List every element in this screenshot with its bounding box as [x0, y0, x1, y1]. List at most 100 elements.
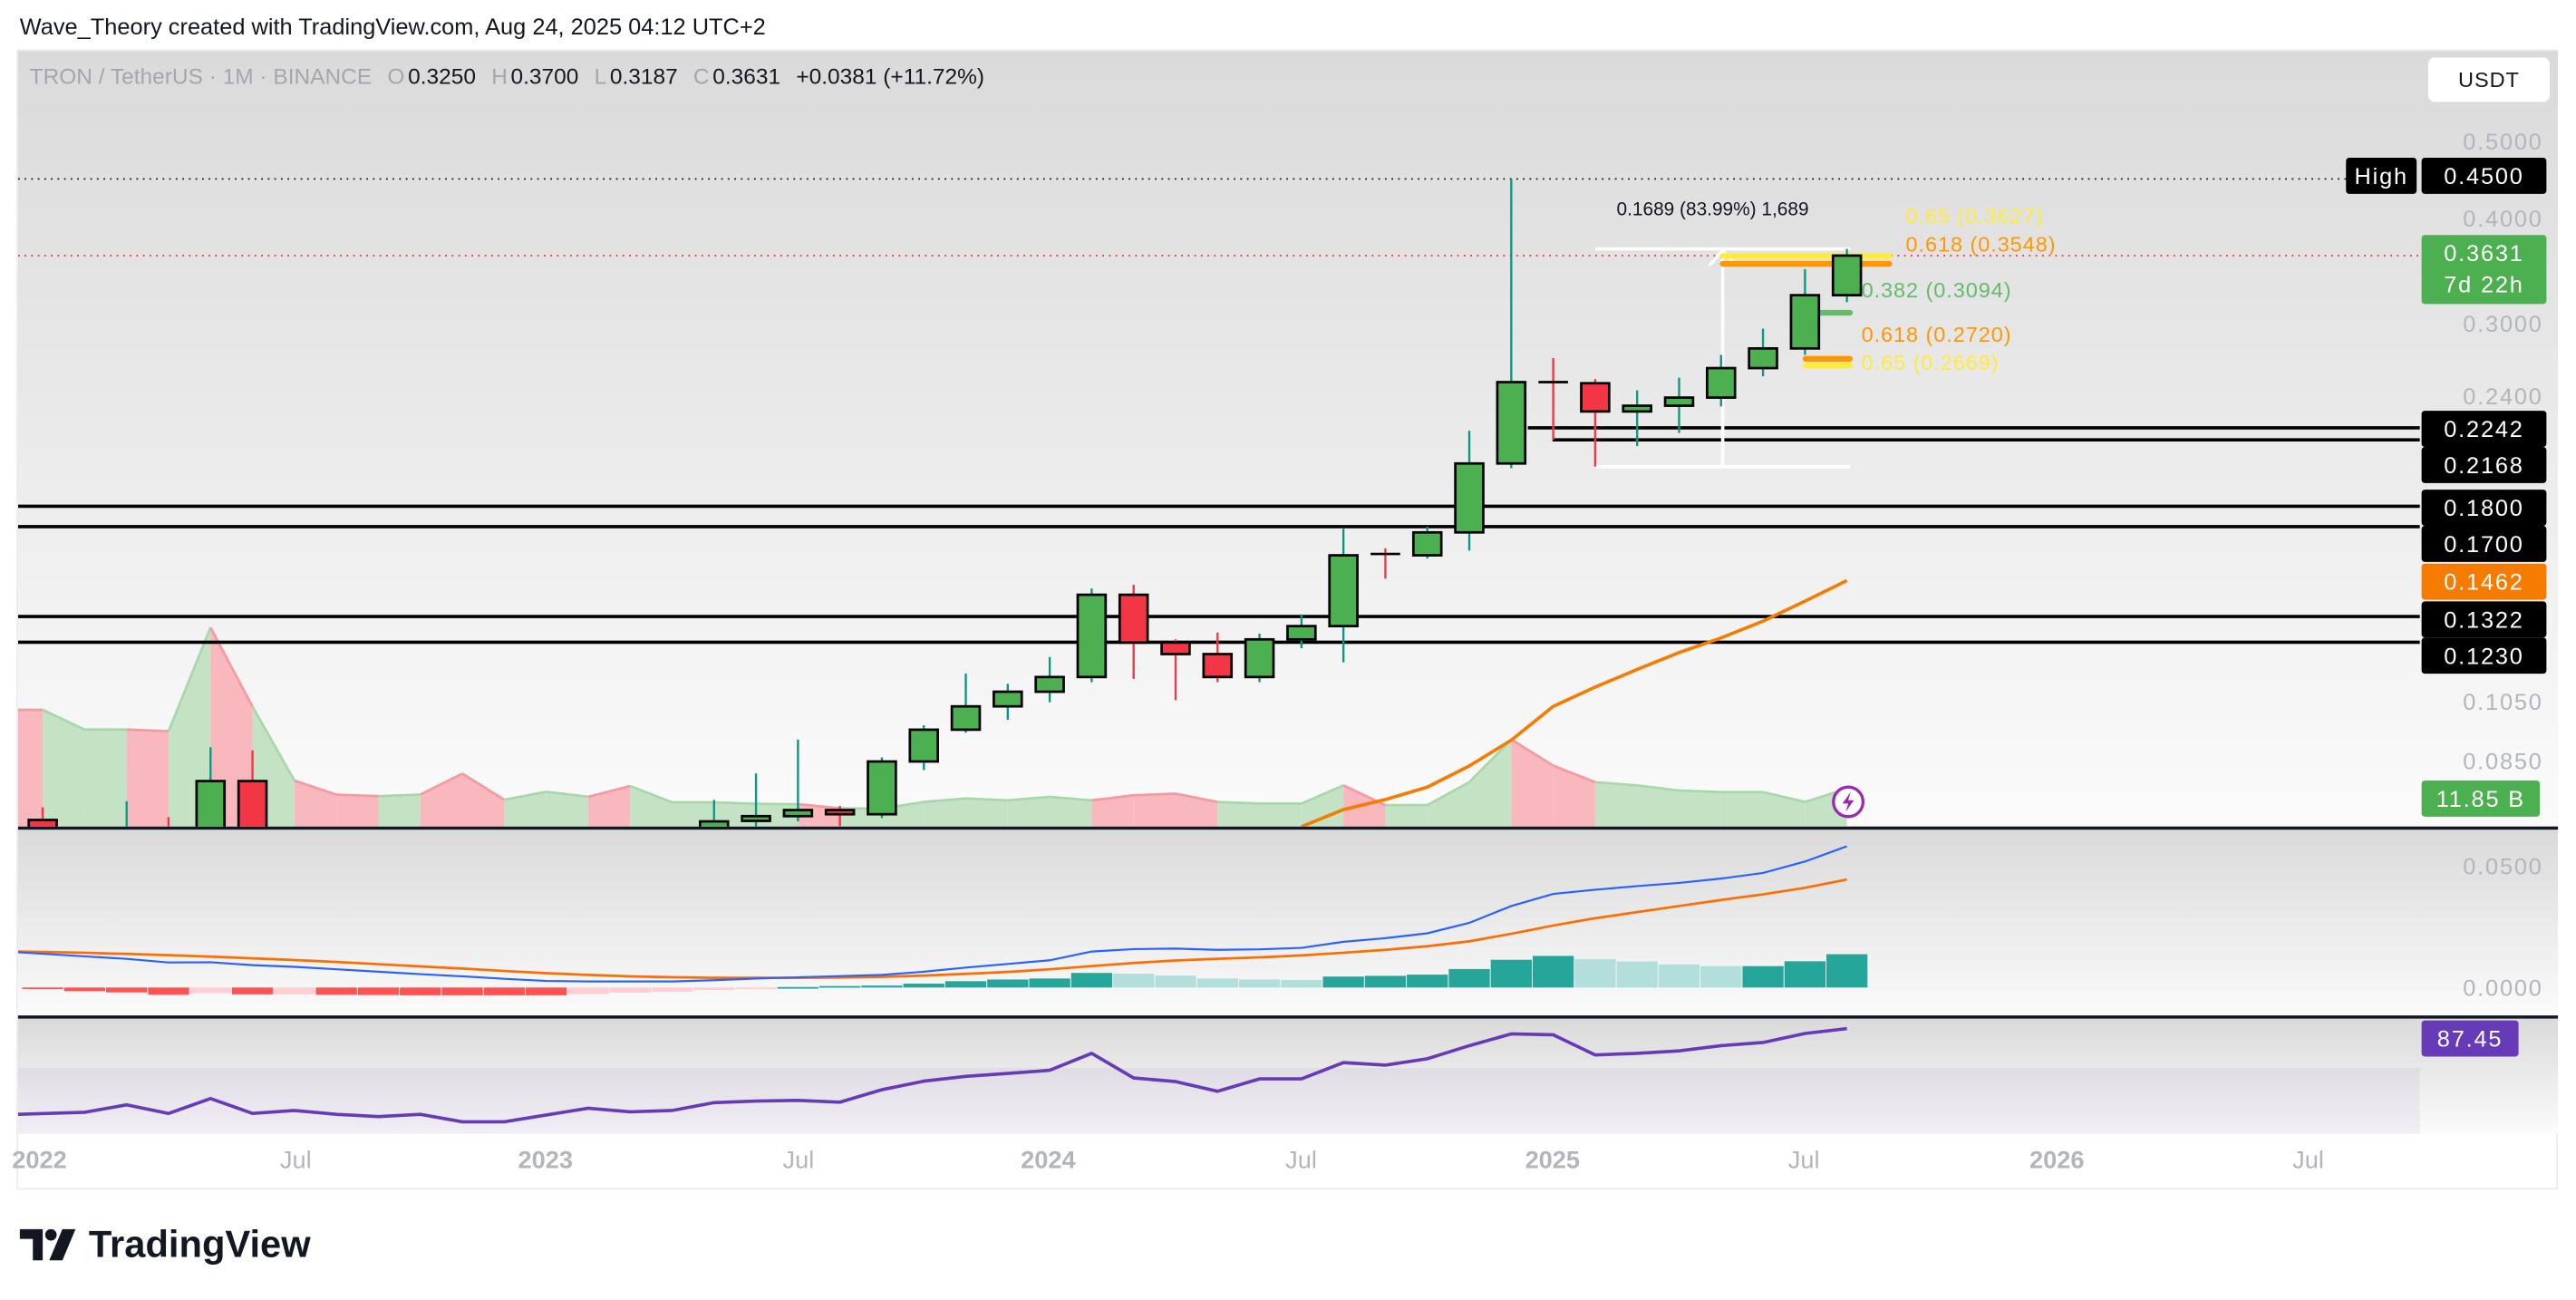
volume-edge	[1594, 781, 1638, 787]
pane-separator[interactable]	[17, 826, 2559, 830]
volume-edge	[965, 797, 1008, 802]
macd-histogram-bar	[944, 981, 987, 988]
macd-histogram-bar	[1490, 959, 1532, 988]
rsi-pane[interactable]	[17, 1018, 2559, 1134]
macd-histogram-bar	[400, 987, 441, 995]
macd-histogram-bar	[1070, 973, 1113, 988]
volume-edge	[1553, 764, 1596, 784]
rsi-value-tag: 87.45	[2421, 1020, 2519, 1057]
time-axis-label: Jul	[1285, 1147, 1317, 1175]
macd-histogram-bar	[861, 985, 903, 988]
lightning-icon[interactable]	[1832, 785, 1865, 819]
macd-histogram-bar	[148, 987, 189, 995]
volume-area	[1511, 739, 1554, 827]
candle-body	[867, 760, 897, 816]
high-value: 0.3700	[510, 63, 579, 89]
candle-body	[1496, 381, 1527, 465]
macd-line	[17, 845, 1848, 983]
volume-edge	[1510, 738, 1554, 767]
symbol-legend[interactable]: TRON / TetherUS · 1M · BINANCE O 0.3250 H…	[30, 64, 988, 89]
macd-histogram-bar	[274, 987, 315, 994]
volume-edge	[336, 793, 379, 798]
macd-histogram-bar	[441, 987, 483, 995]
candle-body	[1118, 593, 1149, 645]
candle-body	[782, 809, 814, 818]
candle-body	[993, 690, 1023, 708]
volume-area	[1301, 785, 1344, 827]
candle-body	[1789, 294, 1821, 350]
time-axis-label: Jul	[2292, 1147, 2324, 1175]
volume-area	[1720, 791, 1764, 827]
volume-edge	[42, 708, 85, 732]
macd-histogram-bar	[1448, 968, 1490, 988]
macd-histogram-bar	[1364, 975, 1407, 988]
candle-body	[1663, 396, 1695, 407]
volume-edge	[251, 705, 296, 781]
rsi-line	[17, 1026, 1847, 1124]
pane-separator[interactable]	[17, 1015, 2559, 1019]
volume-edge	[1175, 792, 1218, 803]
volume-area	[630, 786, 673, 827]
macd-histogram-bar	[1196, 978, 1238, 988]
volume-edge	[1762, 791, 1806, 803]
measure-arrow-head	[1708, 247, 1738, 267]
volume-area	[210, 627, 253, 827]
volume-area	[1469, 739, 1512, 827]
level-tag: 0.2242	[2421, 411, 2547, 447]
time-axis-label: 2022	[12, 1147, 67, 1175]
fib-label-0382: 0.382 (0.3094)	[1861, 277, 2012, 303]
macd-histogram-bar	[1658, 964, 1700, 988]
open-label: O	[387, 63, 405, 89]
candle-body	[112, 865, 140, 888]
price-range-measure-label[interactable]: 0.1689 (83.99%) 1,689	[1616, 200, 1809, 220]
volume-area	[965, 798, 1008, 827]
macd-histogram-bar	[189, 987, 231, 994]
candle-body	[1454, 461, 1485, 534]
macd-histogram-bar	[819, 985, 861, 988]
last-price-value: 0.3631	[2444, 239, 2524, 267]
candle-body	[27, 819, 58, 827]
candle-body	[1244, 637, 1275, 679]
volume-edge	[126, 728, 169, 732]
volume-edge	[1301, 784, 1344, 805]
volume-edge	[713, 800, 757, 806]
price-tick: 0.4000	[2463, 205, 2543, 232]
volume-edge	[378, 793, 421, 798]
tradingview-logo[interactable]: TradingView	[19, 1223, 311, 1267]
volume-area	[336, 794, 379, 827]
macd-histogram-bar	[1532, 956, 1574, 988]
currency-button[interactable]: USDT	[2427, 57, 2550, 102]
volume-edge	[587, 784, 631, 799]
volume-edge	[1217, 800, 1260, 805]
volume-area	[587, 786, 631, 827]
macd-histogram-bar	[1113, 974, 1155, 988]
volume-area	[43, 709, 85, 827]
volume-area	[546, 791, 588, 827]
macd-histogram-bar	[1238, 979, 1281, 988]
volume-edge	[1637, 783, 1680, 792]
volume-edge	[1050, 795, 1092, 802]
volume-area	[1175, 793, 1218, 827]
volume-area	[17, 709, 44, 827]
volume-area	[84, 729, 127, 827]
macd-signal-line	[17, 878, 1847, 979]
macd-tick: 0.0000	[2463, 974, 2543, 1001]
level-tag: 0.1700	[2421, 526, 2547, 562]
time-axis-label: 2023	[518, 1147, 573, 1175]
change-value: +0.0381 (+11.72%)	[796, 63, 985, 89]
macd-histogram-bar	[1155, 975, 1196, 988]
volume-edge	[546, 791, 589, 799]
volume-edge	[420, 772, 463, 796]
volume-area	[1553, 765, 1595, 827]
volume-area	[378, 794, 421, 827]
macd-histogram-bar	[987, 979, 1029, 988]
symbol-title[interactable]: TRON / TetherUS · 1M · BINANCE	[29, 63, 373, 89]
macd-histogram-bar	[1616, 961, 1658, 988]
time-axis-label: 2024	[1021, 1147, 1076, 1175]
moving-average-line	[1301, 578, 1848, 827]
volume-area	[924, 798, 966, 827]
macd-histogram-bar	[1029, 978, 1070, 988]
price-tick: 0.3000	[2463, 310, 2543, 337]
